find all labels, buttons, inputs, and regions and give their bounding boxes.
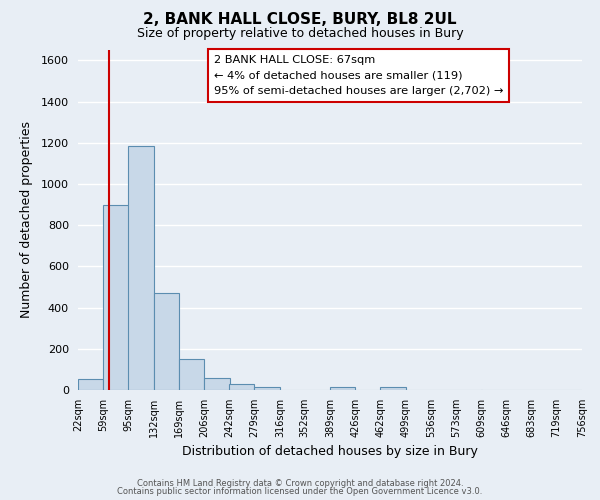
Bar xyxy=(128,146,154,390)
Bar xyxy=(229,384,254,390)
Text: Size of property relative to detached houses in Bury: Size of property relative to detached ho… xyxy=(137,28,463,40)
Text: Contains public sector information licensed under the Open Government Licence v3: Contains public sector information licen… xyxy=(118,487,482,496)
Bar xyxy=(205,378,230,390)
Bar xyxy=(78,378,103,390)
Bar xyxy=(380,388,406,390)
Bar xyxy=(154,293,179,390)
Text: 2 BANK HALL CLOSE: 67sqm
← 4% of detached houses are smaller (119)
95% of semi-d: 2 BANK HALL CLOSE: 67sqm ← 4% of detache… xyxy=(214,55,503,96)
Text: Contains HM Land Registry data © Crown copyright and database right 2024.: Contains HM Land Registry data © Crown c… xyxy=(137,478,463,488)
Bar xyxy=(254,387,280,390)
Bar xyxy=(179,359,205,390)
X-axis label: Distribution of detached houses by size in Bury: Distribution of detached houses by size … xyxy=(182,446,478,458)
Text: 2, BANK HALL CLOSE, BURY, BL8 2UL: 2, BANK HALL CLOSE, BURY, BL8 2UL xyxy=(143,12,457,28)
Bar xyxy=(103,204,129,390)
Bar xyxy=(330,388,355,390)
Y-axis label: Number of detached properties: Number of detached properties xyxy=(20,122,32,318)
